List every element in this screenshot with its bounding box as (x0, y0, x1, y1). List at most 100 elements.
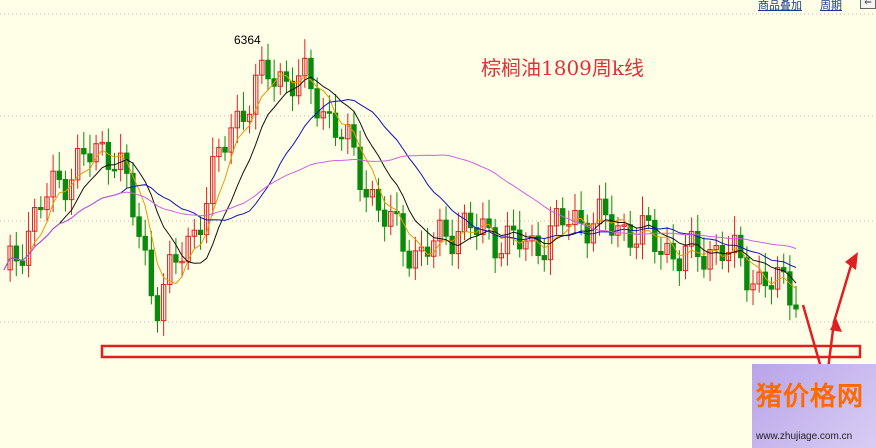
candle-body-78 (480, 218, 486, 236)
candle-body-107 (658, 250, 664, 255)
support-zone-box (100, 344, 862, 359)
candle-body-26 (160, 284, 167, 322)
candle-body-114 (701, 256, 707, 270)
candle-body-67 (412, 250, 419, 269)
candle-body-52 (320, 111, 326, 119)
candle-body-36 (222, 146, 228, 153)
candle-body-81 (498, 253, 505, 259)
candle-body-110 (676, 258, 683, 272)
candle-body-45 (277, 71, 283, 87)
candle-body-18 (111, 168, 118, 172)
ma40-line (3, 154, 797, 271)
period-link[interactable]: 周期 (820, 0, 842, 12)
candle-body-8 (50, 170, 56, 198)
candle-body-11 (68, 179, 75, 201)
candle-body-23 (142, 235, 148, 251)
candle-body-72 (443, 219, 449, 237)
candle-body-43 (265, 59, 271, 80)
candle-body-34 (210, 156, 216, 205)
candle-body-88 (541, 255, 547, 261)
candle-body-62 (381, 209, 388, 227)
candle-body-129 (793, 304, 799, 310)
candle-body-98 (602, 198, 609, 216)
candle-body-105 (645, 215, 652, 221)
ma10-line (3, 76, 797, 284)
watermark-logo: 猪价格网 www.zhujiage.com.cn (752, 364, 876, 448)
candle-body-101 (621, 224, 627, 227)
candle-body-31 (191, 229, 198, 237)
forecast-arrow-path (801, 261, 854, 386)
watermark-url: www.zhujiage.com.cn (756, 431, 853, 442)
candle-body-28 (173, 254, 179, 263)
candle-body-119 (731, 234, 738, 254)
candle-body-124 (762, 271, 769, 287)
candle-body-111 (682, 245, 689, 272)
candle-body-48 (295, 75, 302, 97)
candle-body-116 (713, 244, 719, 251)
candle-body-57 (351, 124, 357, 148)
candle-body-35 (216, 146, 222, 158)
candle-body-60 (369, 189, 376, 198)
ma20-line (3, 98, 797, 271)
candle-body-38 (234, 110, 241, 129)
candle-body-89 (547, 225, 554, 261)
candle-body-13 (81, 148, 87, 155)
candle-body-39 (240, 110, 247, 122)
candle-body-41 (253, 74, 259, 115)
candle-body-128 (787, 271, 793, 306)
candle-body-55 (338, 136, 345, 140)
ma5-line (3, 73, 797, 289)
candle-body-12 (74, 148, 81, 181)
candle-body-61 (375, 189, 382, 211)
candle-body-14 (87, 153, 93, 163)
candle-body-5 (31, 206, 38, 232)
candle-body-71 (437, 219, 443, 242)
candle-body-59 (363, 188, 369, 198)
candle-body-79 (486, 218, 492, 229)
forecast-arrow-up-head (845, 252, 858, 270)
overlay-commodity-link[interactable]: 商品叠加 (758, 0, 802, 12)
candle-body-37 (228, 127, 234, 153)
candle-body-85 (523, 240, 529, 250)
candle-body-49 (302, 57, 308, 77)
forecast-arrow-mid-head (830, 318, 842, 332)
candle-body-63 (388, 210, 394, 227)
candle-body-123 (756, 271, 762, 285)
candle-body-80 (492, 227, 498, 259)
candle-body-32 (197, 229, 204, 236)
candle-body-103 (633, 243, 640, 248)
candle-body-22 (136, 216, 142, 237)
candle-body-29 (179, 260, 185, 264)
candle-body-125 (768, 285, 775, 290)
candle-body-64 (394, 210, 400, 215)
candle-body-83 (510, 225, 517, 231)
candle-body-115 (707, 249, 713, 270)
candle-body-93 (572, 209, 578, 226)
candle-body-122 (750, 283, 756, 291)
candle-body-66 (406, 250, 412, 269)
candle-body-90 (553, 208, 560, 227)
chart-toolbar: 商品叠加 周期 ⇐ (758, 0, 876, 12)
candle-body-82 (504, 225, 511, 255)
candle-body-74 (455, 231, 462, 255)
candle-body-65 (400, 213, 406, 252)
candle-body-99 (609, 214, 615, 236)
candle-body-108 (664, 242, 670, 255)
candle-body-25 (154, 295, 161, 322)
candle-body-20 (124, 152, 130, 174)
peak-price-label: 6364 (234, 33, 261, 47)
candle-body-53 (326, 111, 333, 114)
candle-body-7 (44, 196, 50, 211)
candle-body-42 (259, 59, 265, 76)
candle-body-58 (357, 146, 363, 190)
candle-body-118 (725, 252, 732, 262)
chart-title: 棕榈油1809周k线 (481, 56, 645, 80)
candle-body-102 (627, 224, 633, 248)
candle-body-46 (283, 71, 290, 82)
candle-body-121 (744, 257, 750, 291)
candle-body-50 (308, 57, 314, 90)
candle-body-94 (578, 209, 584, 224)
candle-body-27 (167, 254, 173, 286)
candle-body-4 (25, 230, 32, 266)
